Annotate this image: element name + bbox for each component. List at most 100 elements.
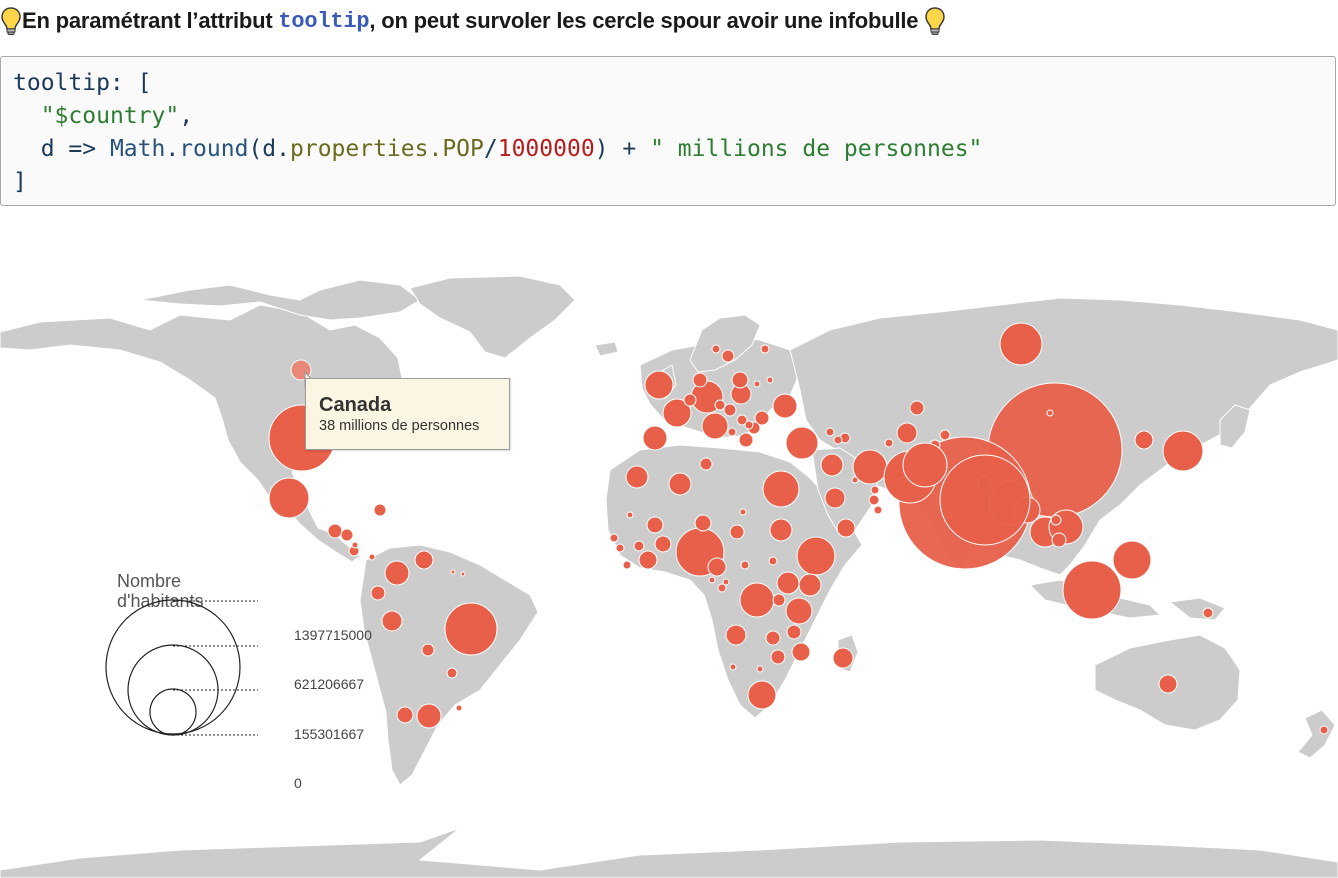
country-bubble[interactable] — [1202, 607, 1214, 619]
country-bubble[interactable] — [727, 427, 737, 437]
country-bubble[interactable] — [1112, 540, 1152, 580]
country-bubble[interactable] — [701, 412, 729, 440]
country-bubble[interactable] — [642, 425, 668, 451]
country-bubble[interactable] — [760, 344, 770, 354]
country-bubble[interactable] — [1162, 430, 1204, 472]
country-bubble[interactable] — [615, 543, 625, 553]
country-bubble[interactable] — [711, 344, 721, 354]
country-bubble[interactable] — [836, 518, 856, 538]
country-bubble[interactable] — [851, 476, 859, 484]
country-bubble[interactable] — [786, 624, 802, 640]
country-bubble[interactable] — [832, 647, 854, 669]
country-bubble[interactable] — [770, 649, 786, 665]
country-bubble[interactable] — [766, 376, 774, 384]
country-bubble[interactable] — [717, 583, 727, 593]
country-bubble[interactable] — [753, 380, 761, 388]
country-bubble[interactable] — [1062, 560, 1122, 620]
country-bubble[interactable] — [268, 477, 310, 519]
country-bubble[interactable] — [625, 465, 649, 489]
country-bubble[interactable] — [884, 438, 894, 448]
country-bubble[interactable] — [708, 576, 716, 584]
country-bubble[interactable] — [765, 630, 781, 646]
country-bubble[interactable] — [909, 400, 925, 416]
country-bubble[interactable] — [740, 560, 750, 570]
world-map[interactable]: Nombre d'habitants 1397715000 621206667 … — [0, 240, 1338, 878]
country-bubble[interactable] — [729, 663, 737, 671]
country-bubble[interactable] — [396, 706, 414, 724]
country-bubble[interactable] — [820, 453, 844, 477]
country-bubble[interactable] — [683, 393, 697, 407]
country-bubble[interactable] — [1046, 409, 1054, 417]
country-bubble[interactable] — [444, 602, 498, 656]
country-bubble[interactable] — [622, 560, 632, 570]
country-bubble[interactable] — [414, 550, 434, 570]
country-bubble[interactable] — [721, 349, 735, 363]
country-bubble[interactable] — [638, 550, 658, 570]
country-bubble[interactable] — [421, 643, 435, 657]
country-bubble[interactable] — [762, 470, 800, 508]
country-bubble[interactable] — [450, 569, 456, 575]
country-bubble[interactable] — [694, 514, 712, 532]
country-bubble[interactable] — [739, 508, 747, 516]
country-bubble[interactable] — [896, 422, 918, 444]
country-bubble[interactable] — [381, 610, 403, 632]
country-bubble[interactable] — [1319, 725, 1329, 735]
country-bubble[interactable] — [692, 372, 708, 388]
country-bubble[interactable] — [707, 557, 727, 577]
country-bubble[interactable] — [796, 536, 836, 576]
country-bubble[interactable] — [416, 703, 442, 729]
country-bubble[interactable] — [644, 370, 674, 400]
country-bubble[interactable] — [668, 472, 692, 496]
country-bubble[interactable] — [868, 494, 880, 506]
country-bubble[interactable] — [731, 371, 749, 389]
country-bubble[interactable] — [785, 597, 813, 625]
country-bubble[interactable] — [738, 432, 754, 448]
country-bubble[interactable] — [870, 485, 880, 495]
country-bubble[interactable] — [939, 454, 1031, 546]
country-bubble[interactable] — [370, 585, 386, 601]
country-bubble[interactable] — [768, 556, 778, 566]
country-bubble[interactable] — [1158, 674, 1178, 694]
country-bubble[interactable] — [714, 399, 726, 411]
country-bubble[interactable] — [340, 528, 354, 542]
country-bubble[interactable] — [699, 457, 713, 471]
country-bubble[interactable] — [1050, 514, 1062, 526]
country-bubble[interactable] — [373, 503, 387, 517]
country-bubble[interactable] — [939, 429, 951, 441]
country-bubble[interactable] — [351, 541, 359, 549]
country-bubble[interactable] — [772, 393, 798, 419]
code-block[interactable]: tooltip: [ "$country", d => Math.round(d… — [0, 56, 1336, 206]
country-bubble[interactable] — [1134, 430, 1154, 450]
country-bubble[interactable] — [1051, 532, 1067, 548]
country-bubble[interactable] — [729, 524, 745, 540]
country-bubble[interactable] — [825, 427, 835, 437]
country-bubble[interactable] — [785, 426, 819, 460]
country-bubble[interactable] — [739, 582, 775, 618]
country-bubble[interactable] — [873, 505, 883, 515]
country-bubble[interactable] — [662, 398, 692, 428]
country-bubble[interactable] — [626, 511, 634, 519]
country-bubble[interactable] — [798, 573, 822, 597]
country-bubble[interactable] — [756, 665, 764, 673]
country-bubble[interactable] — [769, 518, 793, 542]
country-bubble[interactable] — [455, 704, 463, 712]
country-bubble[interactable] — [736, 414, 748, 426]
country-bubble[interactable] — [999, 322, 1043, 366]
country-bubble[interactable] — [722, 578, 730, 586]
country-bubble[interactable] — [791, 642, 811, 662]
country-bubble[interactable] — [824, 487, 846, 509]
country-bubble[interactable] — [384, 560, 410, 586]
country-bubble[interactable] — [754, 410, 770, 426]
country-bubble[interactable] — [327, 523, 343, 539]
country-bubble[interactable] — [446, 667, 458, 679]
country-bubble[interactable] — [609, 533, 619, 543]
country-bubble[interactable] — [772, 593, 786, 607]
country-bubble[interactable] — [368, 553, 376, 561]
country-bubble[interactable] — [654, 535, 672, 553]
population-bubbles[interactable] — [268, 322, 1329, 735]
country-bubble[interactable] — [646, 516, 664, 534]
country-bubble[interactable] — [776, 571, 800, 595]
country-bubble[interactable] — [633, 540, 645, 552]
country-bubble[interactable] — [833, 435, 843, 445]
country-bubble[interactable] — [902, 442, 948, 488]
